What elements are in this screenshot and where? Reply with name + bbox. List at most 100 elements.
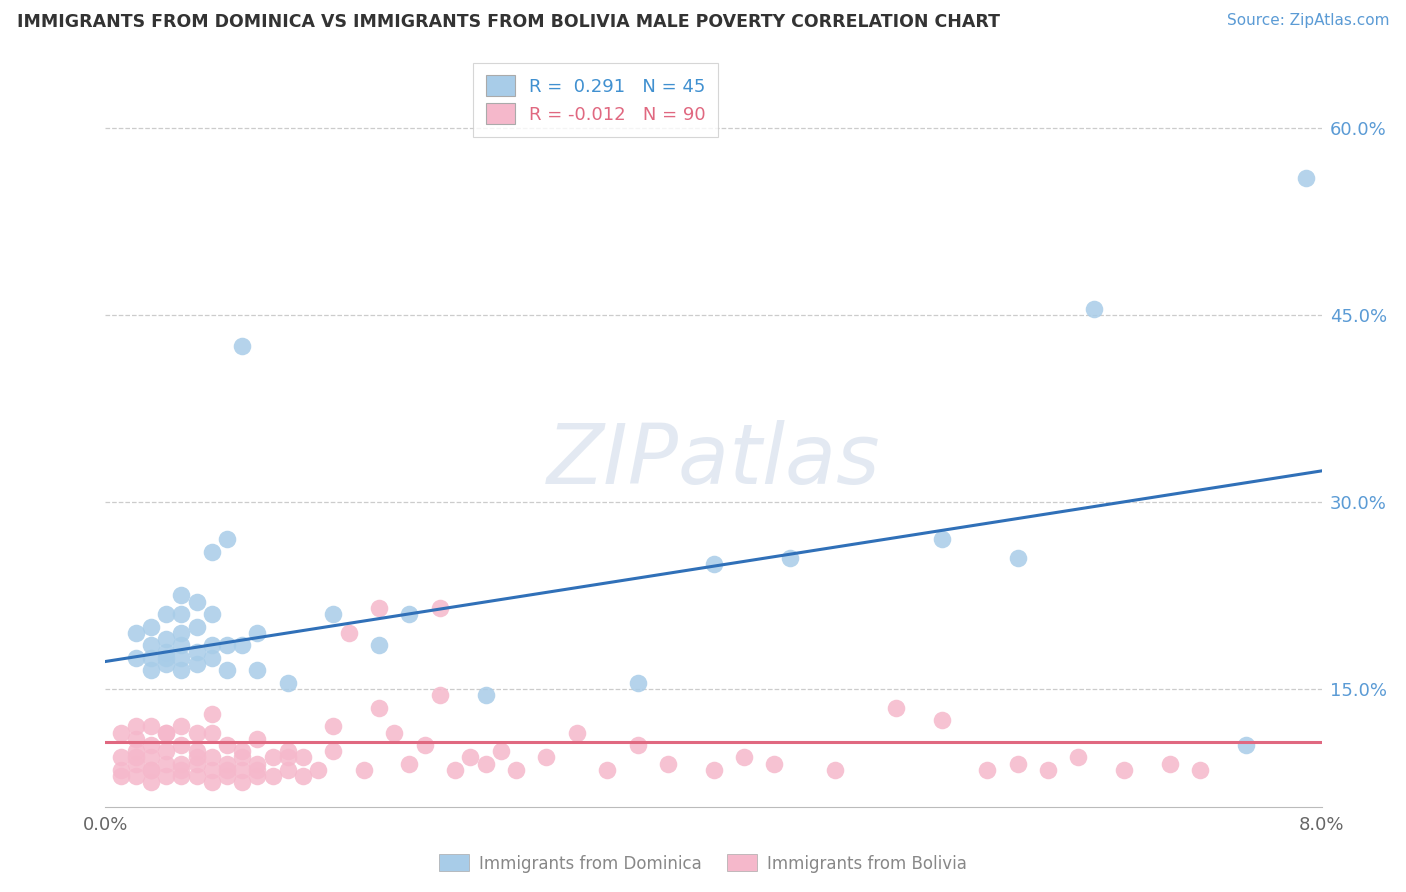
Point bbox=[565, 725, 588, 739]
Point bbox=[277, 744, 299, 758]
Point bbox=[292, 750, 315, 764]
Point bbox=[931, 533, 953, 547]
Point bbox=[217, 738, 239, 752]
Point bbox=[353, 763, 375, 777]
Point bbox=[170, 663, 193, 677]
Point bbox=[110, 750, 132, 764]
Point bbox=[398, 607, 420, 622]
Point bbox=[217, 756, 239, 771]
Point bbox=[702, 558, 725, 572]
Legend: R =  0.291   N = 45, R = -0.012   N = 90: R = 0.291 N = 45, R = -0.012 N = 90 bbox=[474, 62, 718, 136]
Point bbox=[217, 638, 239, 652]
Point bbox=[186, 750, 208, 764]
Point bbox=[201, 545, 224, 559]
Point bbox=[110, 763, 132, 777]
Point bbox=[444, 763, 467, 777]
Point bbox=[139, 775, 162, 789]
Point bbox=[155, 632, 177, 646]
Point bbox=[186, 657, 208, 671]
Point bbox=[155, 756, 177, 771]
Point bbox=[231, 763, 253, 777]
Point bbox=[125, 731, 148, 746]
Point bbox=[231, 339, 253, 353]
Point bbox=[139, 663, 162, 677]
Point bbox=[110, 769, 132, 783]
Point bbox=[1188, 763, 1211, 777]
Point bbox=[1007, 551, 1029, 566]
Legend: Immigrants from Dominica, Immigrants from Bolivia: Immigrants from Dominica, Immigrants fro… bbox=[433, 847, 973, 880]
Point bbox=[125, 750, 148, 764]
Point bbox=[1234, 738, 1257, 752]
Point bbox=[368, 601, 391, 615]
Point bbox=[186, 769, 208, 783]
Point bbox=[246, 731, 269, 746]
Point bbox=[657, 756, 679, 771]
Point bbox=[217, 763, 239, 777]
Point bbox=[125, 744, 148, 758]
Point bbox=[763, 756, 786, 771]
Point bbox=[231, 744, 253, 758]
Point bbox=[246, 625, 269, 640]
Point bbox=[201, 650, 224, 665]
Point bbox=[155, 607, 177, 622]
Point bbox=[702, 763, 725, 777]
Point bbox=[626, 738, 648, 752]
Point bbox=[201, 763, 224, 777]
Point bbox=[262, 750, 284, 764]
Point bbox=[931, 713, 953, 727]
Point bbox=[231, 750, 253, 764]
Point bbox=[139, 619, 162, 633]
Point bbox=[1067, 750, 1090, 764]
Point bbox=[170, 589, 193, 603]
Point bbox=[413, 738, 436, 752]
Point bbox=[246, 769, 269, 783]
Point bbox=[170, 738, 193, 752]
Point bbox=[170, 607, 193, 622]
Point bbox=[596, 763, 619, 777]
Point bbox=[429, 688, 451, 702]
Point bbox=[170, 650, 193, 665]
Point bbox=[474, 688, 496, 702]
Point bbox=[779, 551, 801, 566]
Point bbox=[186, 595, 208, 609]
Point bbox=[217, 663, 239, 677]
Point bbox=[139, 638, 162, 652]
Point bbox=[1036, 763, 1059, 777]
Point bbox=[201, 725, 224, 739]
Point bbox=[292, 769, 315, 783]
Text: Source: ZipAtlas.com: Source: ZipAtlas.com bbox=[1226, 13, 1389, 29]
Text: ZIPatlas: ZIPatlas bbox=[547, 420, 880, 501]
Point bbox=[246, 756, 269, 771]
Point bbox=[368, 638, 391, 652]
Point bbox=[262, 769, 284, 783]
Point bbox=[170, 719, 193, 733]
Point bbox=[186, 644, 208, 658]
Point bbox=[201, 750, 224, 764]
Point bbox=[368, 700, 391, 714]
Point bbox=[733, 750, 755, 764]
Point bbox=[186, 619, 208, 633]
Point bbox=[201, 607, 224, 622]
Point bbox=[155, 725, 177, 739]
Point bbox=[125, 719, 148, 733]
Point bbox=[217, 533, 239, 547]
Point bbox=[307, 763, 329, 777]
Point bbox=[201, 638, 224, 652]
Point bbox=[186, 756, 208, 771]
Point bbox=[155, 650, 177, 665]
Point bbox=[1112, 763, 1135, 777]
Point bbox=[884, 700, 907, 714]
Point bbox=[139, 750, 162, 764]
Point bbox=[201, 706, 224, 721]
Point bbox=[322, 744, 344, 758]
Point bbox=[277, 675, 299, 690]
Point bbox=[170, 756, 193, 771]
Point bbox=[125, 769, 148, 783]
Point bbox=[505, 763, 527, 777]
Point bbox=[231, 638, 253, 652]
Point bbox=[186, 725, 208, 739]
Point bbox=[429, 601, 451, 615]
Point bbox=[337, 625, 360, 640]
Point bbox=[139, 763, 162, 777]
Point bbox=[139, 719, 162, 733]
